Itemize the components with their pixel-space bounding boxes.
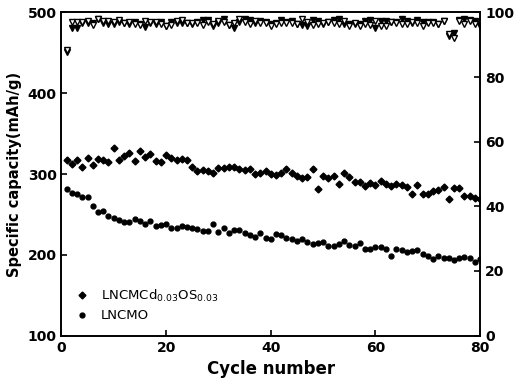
LNCMCd$_{0.03}$OS$_{0.03}$ — [445, 197, 452, 201]
LNCMO — [477, 256, 483, 261]
LNCMCd$_{0.03}$OS$_{0.03}$ — [110, 146, 117, 150]
LNCMO — [309, 242, 316, 247]
LNCMCd$_{0.03}$OS$_{0.03}$ — [352, 180, 358, 184]
LNCMO — [430, 256, 436, 261]
LNCMO — [472, 260, 478, 264]
LNCMO — [346, 243, 352, 248]
LNCMCd$_{0.03}$OS$_{0.03}$ — [320, 174, 326, 178]
LNCMCd$_{0.03}$OS$_{0.03}$ — [336, 182, 342, 186]
LNCMCd$_{0.03}$OS$_{0.03}$ — [252, 171, 258, 176]
Legend: LNCMCd$_{0.03}$OS$_{0.03}$, LNCMO: LNCMCd$_{0.03}$OS$_{0.03}$, LNCMO — [68, 281, 225, 329]
LNCMCd$_{0.03}$OS$_{0.03}$ — [315, 186, 321, 191]
LNCMCd$_{0.03}$OS$_{0.03}$ — [64, 158, 70, 162]
LNCMO — [247, 233, 253, 238]
LNCMO — [330, 243, 337, 248]
LNCMO — [315, 241, 321, 246]
LNCMCd$_{0.03}$OS$_{0.03}$ — [477, 197, 483, 201]
Line: LNCMO: LNCMO — [64, 186, 482, 264]
LNCMO — [64, 187, 70, 191]
Line: LNCMCd$_{0.03}$OS$_{0.03}$: LNCMCd$_{0.03}$OS$_{0.03}$ — [64, 146, 482, 201]
LNCMCd$_{0.03}$OS$_{0.03}$ — [435, 187, 441, 192]
Y-axis label: Specific capacity(mAh/g): Specific capacity(mAh/g) — [7, 72, 22, 276]
X-axis label: Cycle number: Cycle number — [207, 360, 335, 378]
